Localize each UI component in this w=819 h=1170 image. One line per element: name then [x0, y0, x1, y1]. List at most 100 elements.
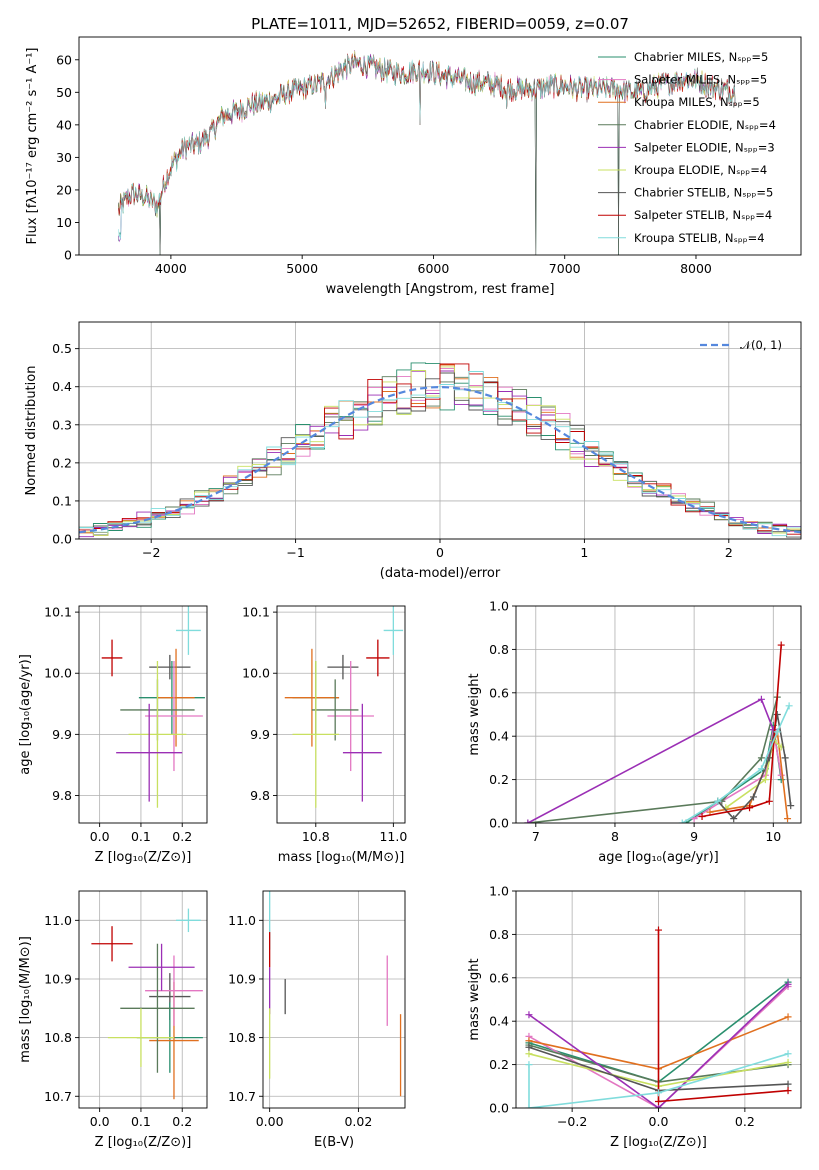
x-tick-label: 7	[532, 829, 540, 844]
errorbar-salpeter_miles	[145, 661, 203, 772]
y-tick-label: 0.8	[489, 642, 509, 657]
errorbar-salpeter_elodie	[116, 703, 183, 802]
y-tick-label: 0.4	[489, 729, 509, 744]
legend-entry: Salpeter ELODIE, Nₛₚₚ=3	[634, 140, 775, 154]
mass-vs-Z-axes: 0.0 0.1 0.2 10.7 10.8 10.9 11.0 Z [log₁₀(Z/Z⊙)]…	[18, 891, 207, 1150]
weight-marker	[784, 1087, 792, 1095]
weight-marker	[698, 812, 706, 820]
errorbar-salpeter_elodie	[342, 703, 382, 802]
legend-entry: 𝒩(0, 1)	[740, 338, 782, 352]
legend-entry: Salpeter MILES, Nₛₚₚ=5	[634, 73, 767, 87]
y-tick-label: 60	[56, 52, 72, 67]
y-tick-label: 0.3	[52, 417, 72, 432]
x-axis-label: (data-model)/error	[380, 566, 501, 581]
weight-marker	[525, 1011, 533, 1019]
weight-series-salpeter_stelib	[655, 926, 792, 1105]
spectrum-axes: 4000 5000 6000 7000 8000 0 10 20 30 40 50 60 wavelen…	[25, 48, 712, 298]
weight-line	[527, 696, 779, 823]
y-tick-label: 0.6	[489, 685, 509, 700]
weight-line	[528, 983, 789, 1108]
y-tick-label: 1.0	[489, 599, 509, 614]
residuals-plot	[79, 362, 801, 538]
x-tick-label: 0.1	[131, 1114, 151, 1129]
legend-entry: Kroupa MILES, Nₛₚₚ=5	[634, 95, 760, 109]
y-tick-label: 0.2	[52, 455, 72, 470]
y-axis-label: mass weight	[467, 673, 482, 755]
y-tick-label: 0.1	[52, 493, 72, 508]
y-axis-label: Normed distribution	[24, 366, 39, 496]
normal-curve	[79, 385, 801, 534]
y-tick-label: 9.9	[250, 727, 270, 742]
errorbar-salpeter_elodie	[128, 943, 195, 991]
legend-entry: Salpeter STELIB, Nₛₚₚ=4	[634, 208, 772, 222]
y-tick-label: 10.7	[44, 1089, 72, 1104]
weight-series-chabrier_stelib	[714, 711, 795, 823]
y-tick-label: 40	[56, 117, 72, 132]
chart-title: PLATE=1011, MJD=52652, FIBERID=0059, z=0…	[251, 15, 629, 33]
errorbar-salpeter_stelib	[101, 639, 123, 677]
y-tick-label: 0.5	[52, 341, 72, 356]
weight-marker	[777, 771, 785, 779]
weight-vs-age-axes: 7 8 9 10 0.0 0.2 0.4 0.6 0.8 1.0 age [log₁₀(age/yr…	[467, 599, 801, 865]
y-tick-label: 0.4	[52, 379, 72, 394]
x-axis-label: Z [log₁₀(Z/Z⊙)]	[610, 1135, 707, 1150]
y-axis-label: mass [log₁₀(M/M⊙)]	[18, 936, 33, 1063]
errorbar-chabrier_elodie	[120, 943, 195, 1073]
y-tick-label: 30	[56, 150, 72, 165]
x-tick-label: 0	[436, 545, 444, 560]
weight-vs-Z-axes: −0.2 0.0 0.2 0.0 0.2 0.4 0.6 0.8 1.0 Z [log₁₀(Z/Z…	[467, 884, 801, 1150]
residuals-frame	[78, 321, 802, 540]
y-axis-label: age [log₁₀(age/yr)]	[18, 654, 33, 775]
weight-marker	[750, 793, 757, 801]
legend-entry: Kroupa ELODIE, Nₛₚₚ=4	[634, 163, 767, 177]
y-tick-label: 50	[56, 85, 72, 100]
weight-marker	[773, 711, 781, 718]
residuals-axes: −2 −1 0 1 2 0.0 0.1 0.2 0.3 0.4 0.5 (data-model)/er…	[24, 322, 801, 581]
y-tick-label: 9.8	[250, 788, 270, 803]
weight-vs-age-plot	[524, 641, 795, 823]
y-tick-label: 11.0	[228, 913, 256, 928]
x-tick-label: 6000	[418, 261, 450, 276]
weight-series-salpeter_elodie	[525, 980, 792, 1108]
x-tick-label: 8000	[680, 261, 712, 276]
x-tick-label: 0.0	[90, 829, 110, 844]
y-tick-label: 10.1	[44, 605, 72, 620]
y-axis-label: mass weight	[467, 958, 482, 1040]
x-axis-label: mass [log₁₀(M/M⊙)]	[278, 850, 405, 865]
weight-line	[528, 985, 789, 1108]
mass-vs-ebv-axes: 0.00 0.02 10.7 10.8 10.9 11.0 E(B-V)	[228, 891, 405, 1150]
weight-marker	[765, 754, 773, 762]
errorbar-kroupa_miles	[284, 648, 340, 747]
mass-vs-Z-frame	[78, 890, 208, 1109]
weight-marker	[655, 926, 662, 934]
x-tick-label: 2	[725, 545, 733, 560]
weight-marker	[777, 641, 785, 649]
errorbar-kroupa_elodie	[128, 661, 187, 808]
legend-entry: Chabrier ELODIE, Nₛₚₚ=4	[634, 118, 776, 132]
y-tick-label: 10.0	[242, 666, 270, 681]
weight-marker	[525, 1061, 533, 1069]
weight-marker	[655, 1104, 662, 1108]
y-tick-label: 0.0	[489, 816, 509, 831]
y-axis-label: Flux [fλ10⁻¹⁷ erg cm⁻² s⁻¹ A⁻¹]	[25, 48, 40, 245]
errorbar-chabrier_stelib	[327, 654, 359, 680]
weight-marker	[765, 797, 773, 805]
y-tick-label: 0.4	[489, 1014, 509, 1029]
weight-series-kroupa_stelib	[525, 1050, 792, 1108]
weight-marker	[525, 1050, 533, 1058]
errorbar-salpeter_miles	[145, 955, 203, 1026]
y-tick-label: 0.0	[489, 1101, 509, 1116]
weight-marker	[714, 797, 722, 805]
y-tick-label: 0.0	[52, 532, 72, 547]
x-tick-label: 8	[611, 829, 619, 844]
x-tick-label: 5000	[286, 261, 318, 276]
x-tick-label: 0.00	[256, 1114, 284, 1129]
errorbar-kroupa_stelib	[176, 606, 201, 655]
y-tick-label: 9.8	[52, 788, 72, 803]
x-tick-label: 1	[580, 545, 588, 560]
y-tick-label: 10.8	[228, 1030, 256, 1045]
legend-entry: Chabrier STELIB, Nₛₚₚ=5	[634, 186, 773, 200]
spectrum-line-kroupa_stelib	[118, 54, 736, 240]
y-tick-label: 0.2	[489, 772, 509, 787]
errorbar-kroupa_miles	[157, 648, 195, 747]
